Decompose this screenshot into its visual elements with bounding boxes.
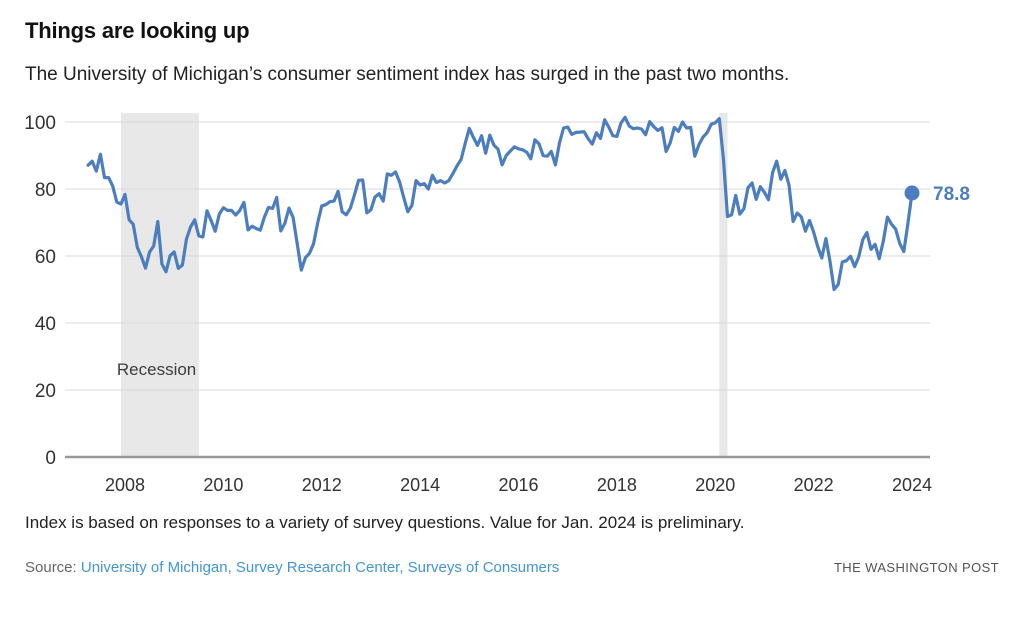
y-tick-label: 60 bbox=[35, 247, 56, 268]
x-tick-label: 2020 bbox=[695, 475, 735, 495]
recession-band bbox=[120, 113, 199, 457]
x-tick-label: 2018 bbox=[597, 475, 637, 495]
y-tick-label: 40 bbox=[35, 314, 56, 335]
page-title: Things are looking up bbox=[25, 18, 250, 43]
end-value-label: 78.8 bbox=[933, 184, 970, 205]
x-tick-label: 2008 bbox=[105, 475, 145, 495]
consumer-sentiment-line-chart: 0 20 40 60 80 100 2008 2010 2012 2014 2016 2018 2020… bbox=[24, 113, 970, 495]
wapo-wordmark: THE WASHINGTON POST bbox=[833, 560, 999, 575]
x-tick-label: 2014 bbox=[400, 475, 440, 495]
chart-card: Things are looking up The University of … bbox=[24, 18, 999, 576]
chart-subtitle: The University of Michigan’s consumer se… bbox=[25, 64, 790, 85]
recession-band bbox=[719, 113, 728, 457]
y-tick-label: 80 bbox=[35, 180, 56, 201]
source-line: Source: University of Michigan, Survey R… bbox=[25, 559, 559, 576]
x-tick-label: 2010 bbox=[203, 475, 243, 495]
source-link[interactable]: University of Michigan, Survey Research … bbox=[80, 559, 560, 576]
recession-label: Recession bbox=[117, 360, 196, 379]
y-tick-label: 0 bbox=[45, 448, 56, 469]
x-tick-label: 2016 bbox=[498, 475, 538, 495]
end-point-dot bbox=[904, 185, 920, 201]
x-tick-label: 2022 bbox=[794, 475, 834, 495]
x-tick-label: 2012 bbox=[302, 475, 342, 495]
y-tick-label: 100 bbox=[24, 113, 56, 134]
x-tick-label: 2024 bbox=[892, 475, 932, 495]
y-tick-label: 20 bbox=[35, 381, 56, 402]
chart-footnote: Index is based on responses to a variety… bbox=[25, 513, 745, 532]
source-row: Source: University of Michigan, Survey R… bbox=[25, 559, 999, 576]
source-prefix-label: Source: bbox=[25, 559, 77, 576]
sentiment-line bbox=[86, 115, 914, 292]
